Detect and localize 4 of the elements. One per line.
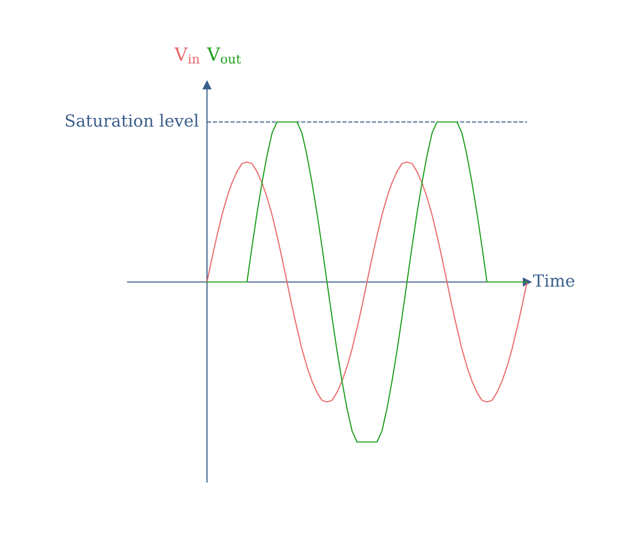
ref-line-label: Saturation level bbox=[66, 114, 198, 127]
x-axis-title: Time bbox=[533, 274, 574, 287]
text: V$_{out}$ bbox=[206, 47, 241, 64]
text: V$_{in}$ bbox=[174, 47, 200, 64]
